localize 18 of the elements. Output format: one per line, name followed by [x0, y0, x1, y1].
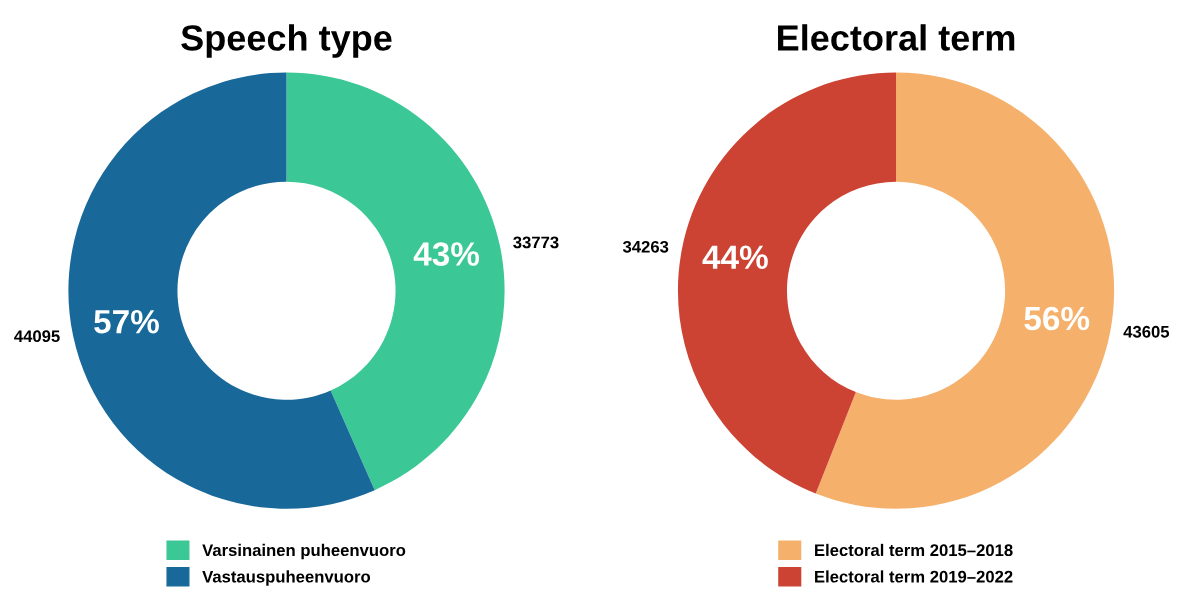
- text: 57%: [94, 309, 159, 334]
- legend-label: Varsinainen puheenvuoro: [202, 543, 406, 560]
- chart-title: Speech type: [181, 24, 392, 58]
- data-label: 43605: [1123, 325, 1170, 338]
- donut-slice: [286, 72, 505, 491]
- text: 44%: [702, 245, 768, 269]
- donut-slice: [815, 72, 1115, 509]
- legend-label: Electoral term 2015–2018: [815, 543, 1013, 557]
- donut-slice: [677, 72, 897, 494]
- legend-label: Vastauspuheenvuoro: [202, 570, 371, 586]
- data-label: 33773: [513, 236, 559, 249]
- donut-slice: [68, 72, 375, 509]
- data-label: 44095: [14, 330, 60, 343]
- chart-title: Electoral term: [778, 24, 1015, 51]
- text: 43%: [413, 242, 480, 266]
- text: 56%: [1024, 306, 1090, 331]
- data-label: 34263: [622, 240, 669, 253]
- legend-label: Electoral term 2019–2022: [815, 570, 1013, 583]
